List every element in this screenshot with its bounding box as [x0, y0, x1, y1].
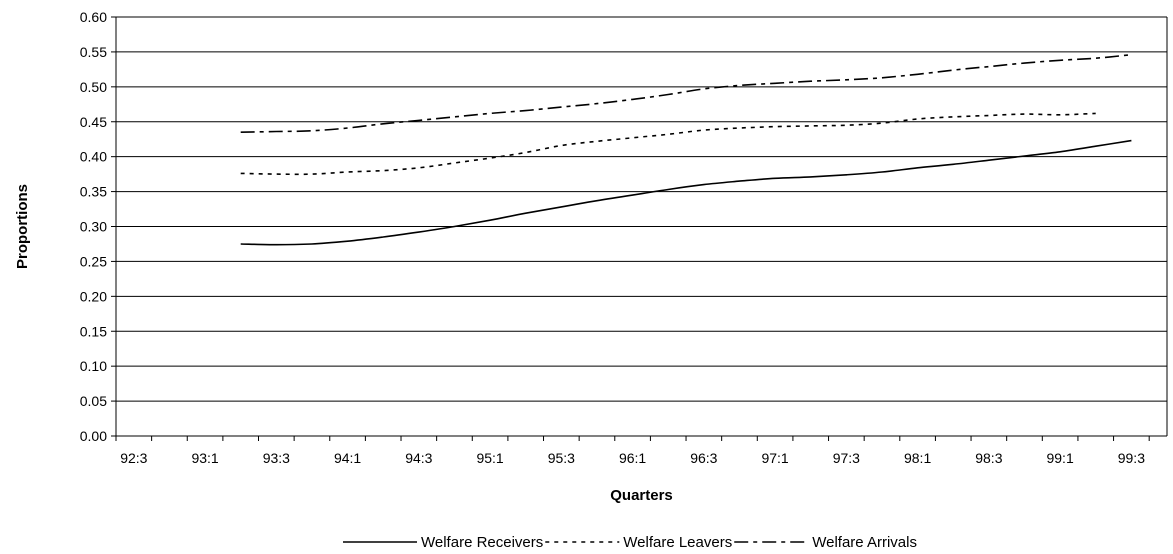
y-tick-label: 0.10 — [80, 358, 107, 374]
x-tick-label: 97:1 — [761, 450, 788, 466]
x-tick-label: 99:1 — [1046, 450, 1073, 466]
y-tick-label: 0.15 — [80, 323, 107, 339]
y-tick-label: 0.60 — [80, 9, 107, 25]
x-tick-label: 98:1 — [904, 450, 931, 466]
x-tick-label: 98:3 — [975, 450, 1002, 466]
legend-label-0: Welfare Receivers — [421, 534, 543, 551]
series-line-0 — [240, 139, 1132, 246]
x-tick-label: 93:1 — [191, 450, 218, 466]
x-tick-label: 99:3 — [1118, 450, 1145, 466]
y-tick-label: 0.40 — [80, 149, 107, 165]
x-tick-labels: 92:3 93:1 93:3 94:1 94:3 95:1 95:3 96:1 96:3 97:1… — [120, 450, 1145, 466]
y-tick-label: 0.55 — [80, 44, 107, 60]
legend-label-1: Welfare Leavers — [623, 534, 732, 551]
gridlines — [116, 16, 1167, 402]
x-tick-label: 95:1 — [476, 450, 503, 466]
y-tick-label: 0.30 — [80, 219, 107, 235]
y-tick-label: 0.05 — [80, 393, 107, 409]
y-tick-label: 0.45 — [80, 114, 107, 130]
x-tick-label: 92:3 — [120, 450, 147, 466]
x-tick-label: 93:3 — [263, 450, 290, 466]
y-tick-label: 0.00 — [80, 428, 107, 444]
x-axis-title: Quarters — [610, 487, 673, 504]
x-tick-label: 94:1 — [334, 450, 361, 466]
legend-label-2: Welfare Arrivals — [812, 534, 917, 551]
y-tick-labels: 0.00 0.05 0.10 0.15 0.20 0.25 0.30 0.35 0.40 0.45… — [80, 9, 107, 444]
x-tick-label: 97:3 — [833, 450, 860, 466]
axes — [111, 16, 1168, 441]
series-lines — [240, 53, 1132, 246]
x-tick-label: 96:1 — [619, 450, 646, 466]
x-tick-label: 96:3 — [690, 450, 717, 466]
y-tick-label: 0.20 — [80, 288, 107, 304]
y-tick-label: 0.50 — [80, 79, 107, 95]
y-tick-label: 0.35 — [80, 184, 107, 200]
series-line-2 — [240, 53, 1132, 133]
x-tick-label: 95:3 — [548, 450, 575, 466]
legend: Welfare Receivers Welfare Leavers Welfare … — [343, 534, 917, 551]
y-axis-title: Proportions — [14, 184, 31, 269]
x-tick-label: 94:3 — [405, 450, 432, 466]
series-line-1 — [240, 112, 1096, 176]
y-tick-label: 0.25 — [80, 253, 107, 269]
